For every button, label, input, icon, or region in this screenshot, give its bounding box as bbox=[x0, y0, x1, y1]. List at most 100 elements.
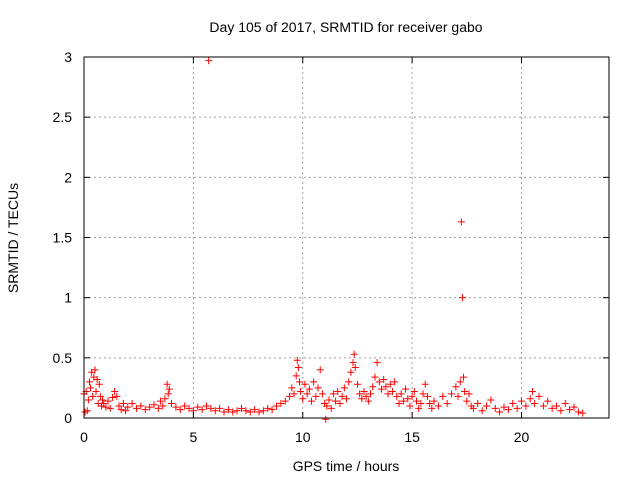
data-point bbox=[574, 408, 582, 416]
data-point bbox=[327, 404, 335, 412]
data-point bbox=[367, 390, 375, 398]
data-point bbox=[579, 409, 587, 417]
data-point bbox=[205, 57, 213, 65]
data-point bbox=[340, 384, 348, 392]
x-axis-label: GPS time / hours bbox=[293, 458, 400, 474]
y-tick-label: 3 bbox=[64, 49, 72, 65]
data-point bbox=[461, 388, 469, 396]
data-point bbox=[216, 404, 224, 412]
data-point bbox=[293, 356, 301, 364]
data-point bbox=[323, 402, 331, 410]
data-point bbox=[351, 363, 359, 371]
data-point bbox=[259, 407, 267, 415]
data-point bbox=[224, 406, 232, 414]
data-point bbox=[277, 400, 285, 408]
data-point bbox=[168, 400, 175, 408]
data-point bbox=[509, 400, 517, 408]
chart-title: Day 105 of 2017, SRMTID for receiver gab… bbox=[209, 19, 482, 35]
data-point bbox=[364, 397, 372, 405]
grid-layer bbox=[84, 57, 609, 418]
data-point bbox=[154, 404, 162, 412]
data-point bbox=[452, 383, 460, 391]
data-point bbox=[111, 388, 119, 396]
data-point bbox=[345, 378, 353, 386]
data-point bbox=[539, 402, 547, 410]
data-point bbox=[531, 400, 539, 408]
data-point bbox=[419, 390, 427, 398]
data-point bbox=[388, 388, 396, 396]
data-point bbox=[391, 378, 399, 386]
data-point bbox=[322, 415, 330, 423]
data-point bbox=[426, 400, 434, 408]
data-point bbox=[393, 392, 401, 400]
y-tick-label: 1 bbox=[64, 290, 72, 306]
data-point bbox=[504, 406, 512, 414]
data-point bbox=[295, 378, 303, 386]
data-point bbox=[89, 392, 97, 400]
data-point bbox=[384, 390, 392, 398]
data-point bbox=[353, 380, 361, 388]
data-point bbox=[115, 402, 123, 410]
data-point bbox=[406, 402, 414, 410]
data-point bbox=[570, 403, 578, 411]
data-point bbox=[273, 402, 280, 410]
data-point bbox=[303, 390, 311, 398]
data-point bbox=[246, 408, 254, 416]
data-point bbox=[356, 390, 364, 398]
data-point bbox=[207, 404, 215, 412]
data-point bbox=[491, 404, 499, 412]
data-point bbox=[456, 378, 464, 386]
data-point bbox=[454, 392, 462, 400]
data-point bbox=[371, 373, 379, 381]
data-point bbox=[399, 397, 407, 405]
data-point bbox=[478, 407, 486, 415]
data-point bbox=[402, 385, 410, 393]
data-point bbox=[292, 372, 300, 380]
data-point bbox=[141, 406, 149, 414]
data-point bbox=[373, 359, 381, 367]
data-point bbox=[137, 402, 145, 410]
data-point bbox=[408, 392, 416, 400]
data-point bbox=[100, 400, 108, 408]
data-point bbox=[87, 384, 95, 392]
data-point bbox=[113, 392, 121, 400]
data-point bbox=[518, 397, 525, 405]
data-point bbox=[474, 400, 482, 408]
data-point bbox=[95, 380, 103, 388]
data-point bbox=[157, 397, 165, 405]
data-point bbox=[92, 388, 100, 396]
data-point bbox=[513, 404, 521, 412]
data-point bbox=[334, 388, 342, 396]
data-point bbox=[203, 402, 210, 410]
data-point bbox=[336, 400, 344, 408]
data-point bbox=[106, 404, 114, 412]
data-point bbox=[294, 363, 302, 371]
data-point bbox=[448, 390, 455, 398]
data-point bbox=[332, 397, 340, 405]
data-point bbox=[150, 401, 158, 409]
data-point bbox=[220, 408, 228, 416]
data-point bbox=[163, 380, 171, 388]
data-point bbox=[159, 402, 167, 410]
data-point bbox=[434, 402, 442, 410]
data-point bbox=[417, 400, 425, 408]
data-point bbox=[108, 394, 116, 402]
data-point bbox=[378, 385, 385, 393]
data-point bbox=[522, 402, 530, 410]
data-point bbox=[146, 403, 154, 411]
data-point bbox=[526, 395, 534, 403]
data-point bbox=[233, 407, 241, 415]
data-point bbox=[369, 383, 377, 391]
data-point bbox=[318, 390, 326, 398]
data-point bbox=[122, 407, 130, 415]
data-point bbox=[566, 406, 574, 414]
ticks-layer: 0 5 10 15 20 0 0.5 1 1.5 2 2.5 3 bbox=[53, 49, 609, 445]
data-point bbox=[460, 373, 468, 381]
points-layer bbox=[80, 57, 587, 423]
data-point bbox=[382, 383, 390, 391]
data-point bbox=[544, 397, 552, 405]
data-point bbox=[343, 395, 350, 403]
data-point bbox=[325, 396, 333, 404]
